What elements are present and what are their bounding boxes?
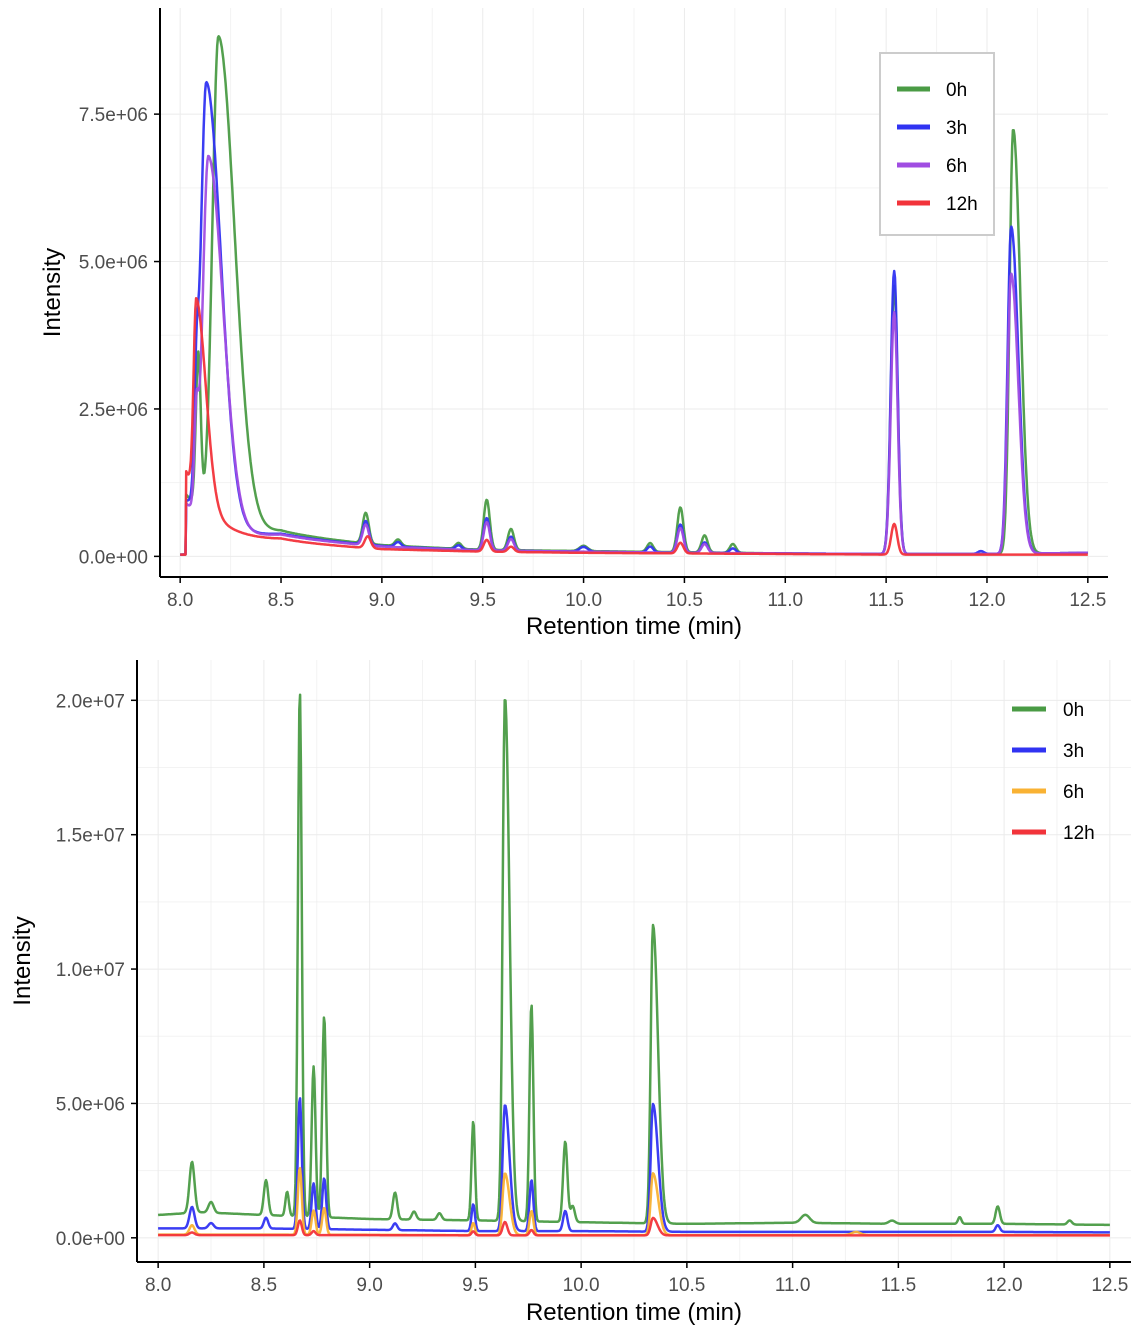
x-tick-label: 8.5 [251, 1275, 277, 1296]
x-tick-label: 12.0 [968, 590, 1005, 611]
gridlines [137, 660, 1131, 1262]
legend-label-0h: 0h [946, 80, 967, 101]
legend-label-3h: 3h [1063, 741, 1084, 762]
x-tick-label: 9.0 [369, 590, 395, 611]
y-tick-label: 1.0e+07 [56, 960, 125, 981]
y-tick-label: 2.0e+07 [56, 691, 125, 712]
y-tick-label: 7.5e+06 [79, 105, 148, 126]
x-tick-label: 10.0 [563, 1275, 600, 1296]
legend-label-3h: 3h [946, 118, 967, 139]
y-tick-label: 0.0e+00 [56, 1229, 125, 1250]
y-tick-label: 5.0e+06 [56, 1094, 125, 1115]
x-tick-label: 9.5 [462, 1275, 488, 1296]
series-line-3h [157, 1097, 1111, 1234]
x-tick-label: 8.0 [167, 590, 193, 611]
x-tick-label: 11.0 [775, 1275, 811, 1296]
legend-label-0h: 0h [1063, 700, 1084, 721]
series-lines [179, 35, 1089, 556]
y-axis-title: Intensity [9, 916, 36, 1005]
series-line-12h [179, 296, 1089, 556]
legend: 0h 3h 6h 12h [879, 52, 995, 236]
series-line-12h [157, 1216, 1111, 1237]
series-lines [157, 693, 1111, 1237]
chart-panel-1: 8.0 8.5 9.0 9.5 10.0 10.5 11.0 11.5 12.0 12.5 0.0e… [39, 8, 1108, 640]
chart-panel-2: 8.0 8.5 9.0 9.5 10.0 10.5 11.0 11.5 12.0 12.5 0.0e… [9, 660, 1131, 1326]
x-axis-title: Retention time (min) [526, 613, 742, 640]
x-tick-label: 11.5 [881, 1275, 917, 1296]
legend-label-6h: 6h [1063, 782, 1084, 803]
x-tick-label: 9.0 [356, 1275, 382, 1296]
x-axis-title: Retention time (min) [526, 1299, 742, 1326]
y-tick-label: 2.5e+06 [79, 400, 148, 421]
x-tick-label: 10.5 [668, 1275, 705, 1296]
x-tick-label: 12.0 [986, 1275, 1023, 1296]
x-tick-label: 8.5 [268, 590, 294, 611]
legend-label-6h: 6h [946, 156, 967, 177]
legend-label-12h: 12h [946, 194, 978, 215]
series-line-0h [157, 693, 1111, 1227]
x-tick-label: 11.5 [868, 590, 904, 611]
x-tick-label: 10.5 [666, 590, 703, 611]
legend-label-12h: 12h [1063, 823, 1095, 844]
y-tick-label: 0.0e+00 [79, 547, 148, 568]
y-tick-label: 5.0e+06 [79, 253, 148, 274]
x-tick-label: 12.5 [1091, 1275, 1128, 1296]
x-tick-label: 12.5 [1069, 590, 1106, 611]
x-tick-label: 8.0 [145, 1275, 171, 1296]
y-axis-title: Intensity [39, 248, 66, 337]
y-tick-label: 1.5e+07 [56, 826, 125, 847]
x-tick-label: 9.5 [470, 590, 496, 611]
x-tick-label: 10.0 [565, 590, 602, 611]
legend: 0h 3h 6h 12h [1012, 700, 1095, 844]
x-tick-label: 11.0 [767, 590, 803, 611]
